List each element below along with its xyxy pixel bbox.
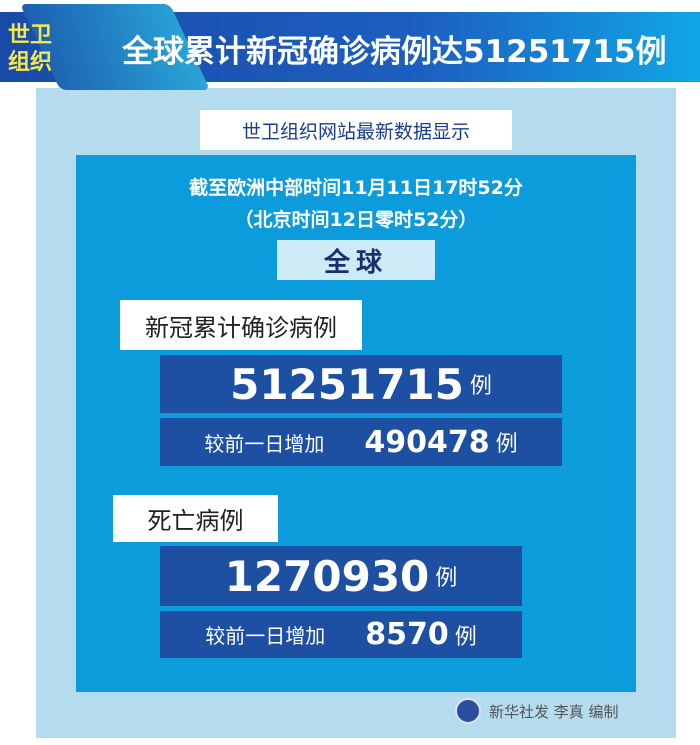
date-info: 截至欧洲中部时间11月11日17时52分 （北京时间12日零时52分）: [76, 172, 636, 236]
region-label: 全球: [277, 240, 435, 280]
confirmed-total: 51251715 例: [160, 355, 562, 413]
unit: 例: [495, 432, 518, 457]
unit: 例: [435, 566, 458, 591]
deaths-label: 死亡病例: [113, 495, 278, 542]
unit: 例: [454, 624, 477, 650]
deaths-increase: 较前一日增加 8570 例: [160, 611, 522, 658]
subtitle: 世卫组织网站最新数据显示: [200, 110, 512, 150]
confirmed-value: 51251715: [230, 359, 464, 409]
increase-label: 较前一日增加: [204, 431, 325, 456]
increase-label: 较前一日增加: [205, 624, 326, 648]
date-line1: 截至欧洲中部时间11月11日17时52分: [189, 177, 523, 199]
confirmed-label: 新冠累计确诊病例: [120, 300, 362, 350]
deaths-value: 1270930: [224, 551, 430, 601]
deaths-total: 1270930 例: [160, 546, 522, 606]
confirmed-increase: 较前一日增加 490478 例: [160, 418, 562, 466]
who-badge: 世卫 组织: [8, 22, 58, 76]
badge-line1: 世卫: [8, 23, 53, 48]
page-title: 全球累计新冠确诊病例达51251715例: [122, 34, 667, 70]
footer-credit: 新华社发 李真 编制: [455, 698, 619, 724]
date-line2: （北京时间12日零时52分）: [234, 209, 478, 231]
increase-value: 8570: [365, 617, 449, 652]
credit-text: 新华社发 李真 编制: [489, 702, 619, 721]
xinhua-logo-icon: [455, 698, 481, 724]
unit: 例: [469, 374, 492, 399]
badge-line2: 组织: [8, 50, 53, 75]
increase-value: 490478: [364, 424, 490, 460]
